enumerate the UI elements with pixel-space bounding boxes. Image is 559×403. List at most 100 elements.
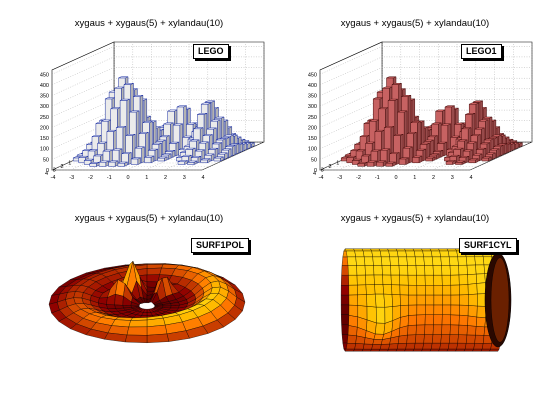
surface-cell [424, 314, 434, 325]
surface-cell [466, 256, 476, 266]
surface-cell [347, 256, 357, 266]
z-tick-label: 350 [308, 94, 317, 100]
z-tick-label: 100 [40, 147, 49, 153]
surface-cell [421, 248, 432, 252]
z-tick-label: 50 [43, 157, 49, 163]
surface-cell [365, 274, 375, 285]
surface-cell [433, 285, 443, 296]
surface-cell [373, 265, 383, 276]
x-tick-label: 1 [413, 175, 416, 181]
y-tick-label: 1 [336, 161, 339, 167]
surface-cell [457, 334, 468, 344]
lego-bar [481, 156, 492, 162]
surface-cell [114, 293, 124, 306]
lego-bar [117, 161, 128, 167]
surface-cell [340, 285, 350, 296]
surface-cell [390, 265, 400, 276]
lego-bar [108, 160, 119, 167]
surface-cell [458, 324, 468, 336]
surface-cell [357, 294, 368, 307]
surface-cell [450, 314, 460, 326]
surface-cell [424, 265, 434, 276]
lego-bar [425, 156, 436, 162]
surface-cell [415, 256, 425, 266]
surface-cell [375, 293, 385, 308]
surface-cell [425, 304, 435, 315]
surface-cell [366, 293, 377, 308]
surface-cell [114, 304, 124, 309]
lego-bar [98, 160, 109, 167]
surface-cell [422, 250, 433, 258]
surface-cell [432, 324, 443, 335]
surface-cell [433, 294, 443, 306]
surface-cell [415, 324, 426, 335]
surface-cell [404, 348, 415, 352]
surface-cell [382, 274, 392, 285]
x-tick-label: -3 [69, 175, 74, 181]
surface-cell [416, 275, 426, 286]
surface-cell [476, 316, 486, 328]
surface-cell [450, 274, 460, 286]
y-tick-label: 1 [68, 161, 71, 167]
x-tick-label: -4 [51, 175, 56, 181]
surface-cell [372, 339, 383, 345]
y-tick-label: 3 [321, 168, 324, 174]
surface-cell [476, 282, 487, 295]
surface-cell [440, 334, 451, 344]
surface-cell [424, 324, 434, 335]
lego-bar [357, 161, 368, 167]
surface-cell [449, 265, 460, 276]
surface-cell [459, 294, 469, 306]
surface-cell [364, 256, 374, 266]
lego-bar [144, 155, 155, 164]
surf1pol-plot [48, 260, 246, 343]
surface-cell [348, 275, 358, 286]
surface-cell [450, 284, 460, 296]
surface-cell [440, 256, 451, 266]
surface-cell [383, 293, 393, 308]
surface-cell [412, 348, 424, 352]
z-tick-label: 300 [40, 104, 49, 110]
surface-cell [467, 283, 478, 295]
surface-cell [474, 334, 485, 344]
surface-cell [429, 248, 441, 252]
surface-cell [422, 342, 433, 350]
x-tick-label: -3 [337, 175, 342, 181]
surface-cell [347, 265, 358, 276]
surface-cell [382, 284, 393, 295]
surface-cell [467, 305, 478, 318]
surface-cell [126, 326, 148, 336]
surface-cell [396, 343, 407, 350]
z-tick-label: 150 [40, 136, 49, 142]
x-tick-label: 0 [126, 175, 129, 181]
surface-cell [425, 285, 435, 296]
surface-cell [438, 248, 449, 252]
surface-cell [170, 305, 180, 309]
surface-cell [146, 324, 168, 336]
surface-cell [442, 285, 452, 296]
lego-bar [213, 156, 224, 162]
surface-cell [344, 248, 356, 252]
x-tick-label: 4 [469, 175, 472, 181]
surface-cell [372, 256, 383, 266]
surface-cell [374, 284, 384, 295]
z-tick-label: 150 [308, 136, 317, 142]
surface-cell [353, 348, 364, 352]
surface-cell [373, 333, 385, 340]
surface-cell [475, 264, 485, 275]
surface-cell [432, 256, 442, 266]
surface-cell [400, 304, 409, 318]
surface-cell [466, 325, 477, 336]
surface-cell [373, 274, 384, 285]
z-tick-label: 350 [40, 94, 49, 100]
x-tick-label: 3 [451, 175, 454, 181]
surface-cell [416, 285, 426, 296]
y-tick-label: 3 [53, 168, 56, 174]
z-tick-label: 400 [308, 83, 317, 89]
z-tick-label: 0 [314, 168, 317, 174]
surface-cell [381, 256, 391, 266]
lego-bar [398, 157, 409, 165]
surface-cell [396, 250, 407, 258]
lego-bar [455, 160, 466, 165]
